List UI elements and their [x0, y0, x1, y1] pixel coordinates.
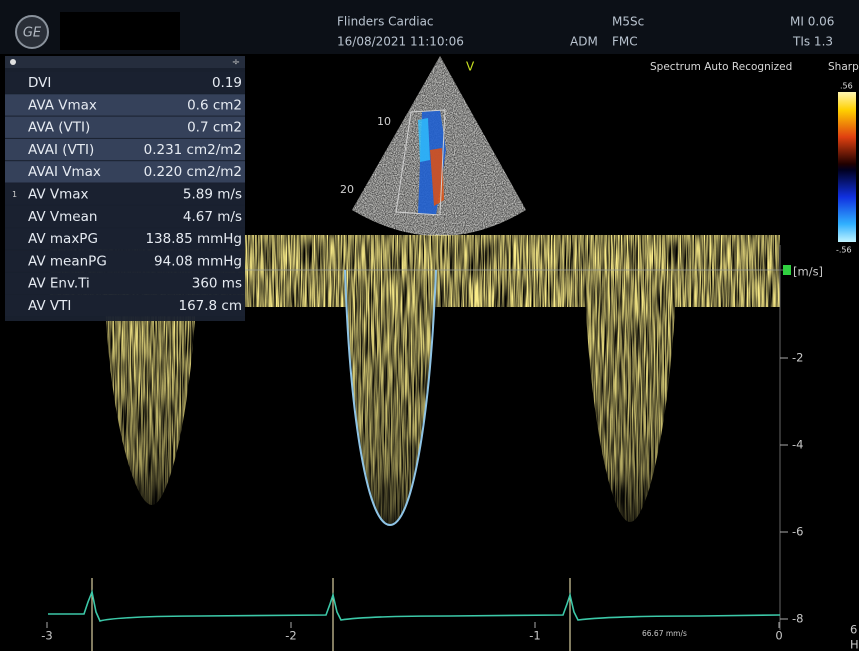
mode: Sharp — [828, 61, 859, 73]
measurement-row — [5, 138, 245, 161]
measurement-index: 1 — [12, 190, 17, 199]
measurement-label: DVI — [28, 75, 51, 91]
marker: V — [466, 60, 475, 74]
time-label: -2 — [285, 629, 296, 643]
measurement-value: 0.6 cm2 — [187, 97, 242, 113]
tis: TIs 1.3 — [792, 35, 833, 49]
velocity-label: -8 — [792, 612, 803, 626]
color-bar — [838, 92, 856, 242]
measurement-label: AV meanPG — [28, 253, 107, 269]
time-label: -1 — [529, 629, 540, 643]
measurement-row — [5, 205, 245, 228]
measurements-panel: ÷ DVI 0.19 AVA Vmax 0.6 cm2 AVA (VTI) 0.7 cm2… — [5, 56, 245, 321]
measurement-label: AVA (VTI) — [28, 120, 90, 136]
mi: MI 0.06 — [790, 15, 834, 29]
depth-label: 10 — [377, 115, 391, 128]
velocity-scale: -2 -4 -6 -8 — [780, 351, 803, 626]
sweep-speed: 66.67 mm/s — [642, 629, 687, 638]
measurement-label: AV Env.Ti — [28, 276, 90, 292]
measurement-label: AVAI Vmax — [28, 164, 101, 180]
measurement-value: 5.89 m/s — [183, 187, 242, 203]
spectrum-status: Spectrum Auto Recognized — [650, 61, 792, 73]
baseline-marker — [783, 265, 791, 275]
edge-label: 6 — [850, 623, 857, 637]
operator: FMC — [612, 35, 638, 49]
velocity-label: -2 — [792, 351, 803, 365]
redaction — [60, 12, 180, 50]
measurement-value: 0.7 cm2 — [187, 120, 242, 136]
measurement-label: AV VTI — [28, 298, 71, 314]
envelope-trace — [344, 269, 437, 527]
measurement-label: AV Vmax — [28, 187, 89, 203]
color-max: .56 — [840, 82, 853, 91]
measurement-value: 0.19 — [212, 75, 242, 91]
measurement-value: 138.85 mmHg — [145, 231, 242, 247]
preset: ADM — [570, 35, 598, 49]
measurement-label: AVA Vmax — [28, 97, 97, 113]
measurement-row — [5, 116, 245, 138]
measurement-row — [5, 161, 245, 183]
measurement-row — [5, 94, 245, 116]
measurement-row — [5, 250, 245, 272]
depth-label: 20 — [340, 183, 354, 196]
measurement-value: 94.08 mmHg — [154, 253, 242, 269]
velocity-unit: [m/s] — [793, 265, 823, 279]
measurement-label: AV Vmean — [28, 209, 97, 225]
measurement-value: 0.231 cm2/m2 — [144, 142, 242, 158]
measurement-row — [5, 228, 245, 250]
logo-mark: GE — [23, 26, 42, 41]
time-scale: -3 -2 -1 0 — [41, 622, 783, 643]
color-min: -.56 — [836, 246, 852, 255]
measurement-row — [5, 72, 245, 94]
velocity-label: -6 — [792, 525, 803, 539]
measurement-value: 360 ms — [192, 276, 242, 292]
measurement-label: AVAI (VTI) — [28, 142, 94, 158]
velocity-label: -4 — [792, 438, 803, 452]
datetime: 16/08/2021 11:10:06 — [337, 35, 464, 49]
time-label: -3 — [41, 629, 52, 643]
ecg — [48, 578, 781, 651]
measurement-value: 4.67 m/s — [183, 209, 242, 225]
site: Flinders Cardiac — [337, 15, 434, 29]
edge-label: H — [850, 638, 859, 651]
measurement-label: AV maxPG — [28, 231, 98, 247]
time-label: 0 — [775, 629, 782, 643]
measurement-row — [5, 295, 245, 317]
measurement-value: 0.220 cm2/m2 — [144, 164, 242, 180]
svg-text:÷: ÷ — [232, 57, 240, 68]
measurement-value: 167.8 cm — [178, 298, 242, 314]
probe: M5Sc — [612, 15, 644, 29]
logo — [15, 15, 49, 49]
measurement-row — [5, 183, 245, 205]
measurement-row — [5, 272, 245, 294]
